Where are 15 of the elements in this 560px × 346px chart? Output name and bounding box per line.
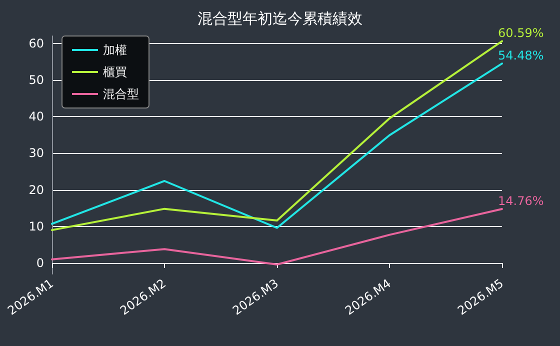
line-series <box>51 208 503 266</box>
y-tick-label: 20 <box>28 182 44 197</box>
data-label: 14.76% <box>498 194 544 208</box>
y-tick-label: 60 <box>28 36 44 50</box>
y-tick-label: 40 <box>28 110 44 124</box>
y-tick-label: 0 <box>36 256 44 270</box>
y-tick-label: 10 <box>28 219 44 234</box>
data-label: 54.48% <box>498 48 544 63</box>
legend-label: 混合型 <box>103 87 139 101</box>
y-tick-label: 50 <box>28 72 44 87</box>
legend-label: 加權 <box>103 43 127 57</box>
chart-title: 混合型年初迄今累積績效 <box>198 10 362 28</box>
data-label: 60.59% <box>498 26 544 40</box>
legend-label: 櫃買 <box>103 65 127 79</box>
y-tick-label: 30 <box>28 146 44 160</box>
